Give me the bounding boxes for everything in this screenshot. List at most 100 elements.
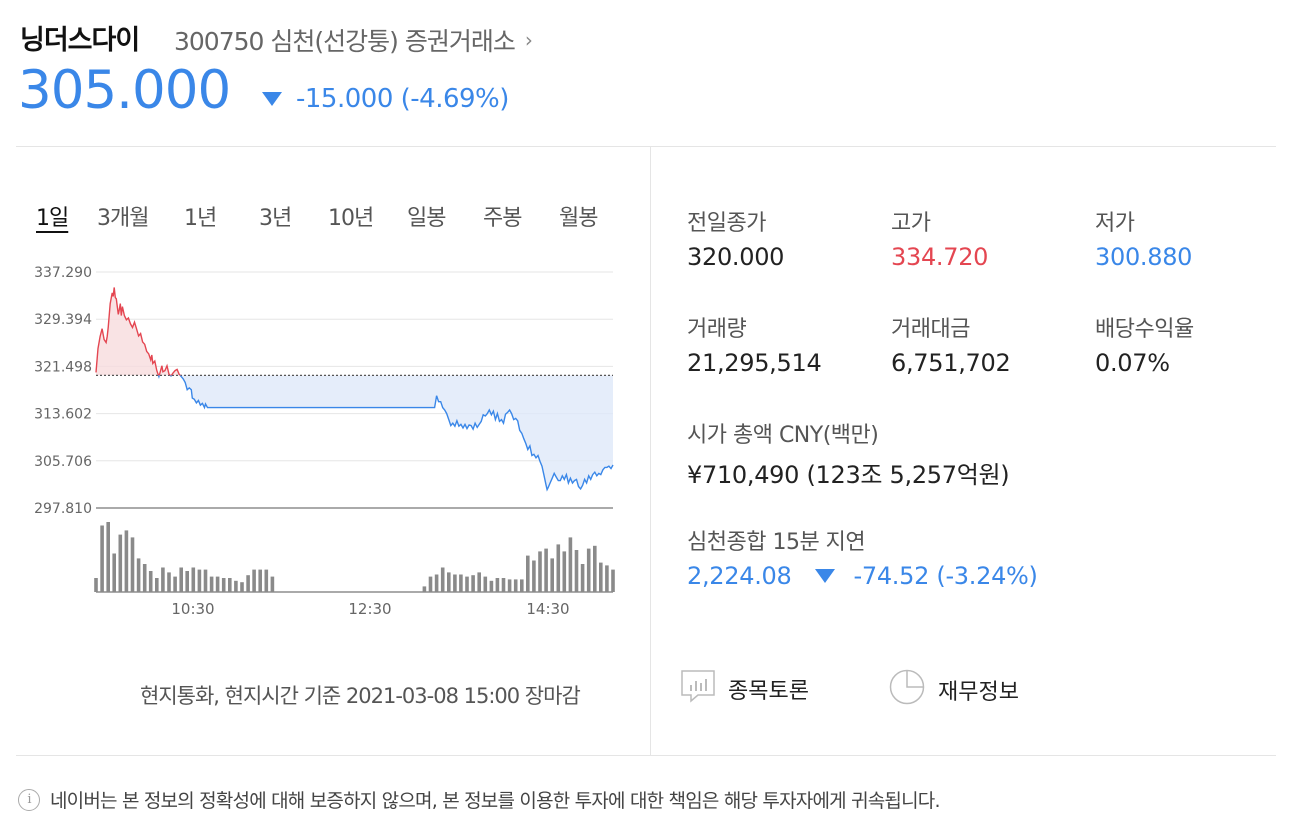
- price-change-value: -15.000 (-4.69%): [296, 84, 509, 114]
- volume-bar: [221, 578, 226, 592]
- index-label: 심천종합 15분 지연: [687, 530, 866, 555]
- y-axis-labels: 337.290 329.394 321.498 313.602 305.706 297.8…: [34, 265, 92, 517]
- volume-bar: [556, 544, 561, 592]
- financials-label: 재무정보: [938, 680, 1019, 705]
- chevron-right-icon: ›: [524, 28, 533, 52]
- stat-prev-close: 전일종가 320.000: [687, 205, 784, 271]
- up-price-line: [95, 287, 182, 376]
- volume-bar: [428, 576, 433, 592]
- volume-bar: [94, 578, 98, 592]
- tab-monthly-candle[interactable]: 월봉: [559, 206, 598, 231]
- volume-bar: [580, 564, 585, 592]
- y-tick-label: 297.810: [34, 501, 92, 517]
- volume-bar: [465, 576, 469, 592]
- volume-bar: [112, 553, 116, 592]
- volume-bar: [586, 548, 591, 592]
- volume-bar: [209, 576, 214, 592]
- stat-label: 전일종가: [687, 211, 766, 236]
- volume-bar: [550, 558, 554, 592]
- volume-bar: [447, 572, 451, 592]
- stat-trade-value: 거래대금 6,751,702: [891, 311, 1011, 377]
- volume-bar: [106, 522, 110, 592]
- panel-divider: [650, 147, 651, 755]
- tab-10-years[interactable]: 10년: [328, 206, 374, 231]
- footer-divider: [16, 755, 1276, 756]
- volume-bar: [538, 551, 542, 592]
- volume-bar: [453, 574, 457, 592]
- volume-bar: [459, 574, 463, 592]
- tab-3-years[interactable]: 3년: [259, 206, 292, 231]
- discussion-icon: [680, 668, 716, 710]
- volume-bar: [252, 569, 256, 592]
- volume-bar: [100, 525, 104, 592]
- volume-bar: [130, 537, 135, 592]
- volume-bar: [167, 572, 171, 592]
- stat-value: 21,295,514: [687, 349, 822, 377]
- volume-bar: [599, 562, 603, 592]
- price-change: -15.000 (-4.69%): [262, 84, 509, 114]
- x-axis-labels: 10:30 12:30 14:30: [171, 600, 569, 618]
- volume-bar: [605, 565, 609, 592]
- stock-exchange-link[interactable]: 300750 심천(선강퉁) 증권거래소 ›: [174, 22, 533, 58]
- volume-bar: [246, 575, 250, 592]
- discussion-button[interactable]: 종목토론: [680, 668, 809, 710]
- volume-bar: [215, 576, 220, 592]
- volume-bar: [489, 580, 494, 592]
- volume-bar: [234, 580, 238, 592]
- down-triangle-icon: [815, 569, 836, 583]
- tab-daily-candle[interactable]: 일봉: [407, 206, 446, 231]
- stat-low: 저가 300.880: [1095, 205, 1192, 271]
- volume-bar: [471, 575, 475, 592]
- x-tick-label: 12:30: [348, 600, 391, 618]
- tab-3-months[interactable]: 3개월: [97, 206, 149, 231]
- intraday-chart[interactable]: 337.290 329.394 321.498 313.602 305.706 297.8…: [0, 255, 640, 625]
- volume-bar: [495, 578, 500, 592]
- header-divider: [16, 146, 1276, 147]
- volume-bar: [544, 548, 548, 592]
- pie-chart-icon: [888, 668, 926, 712]
- stat-volume: 거래량 21,295,514: [687, 311, 822, 377]
- volume-bar: [136, 558, 141, 592]
- volume-bar: [173, 576, 177, 592]
- volume-bar: [483, 576, 488, 592]
- y-tick-label: 313.602: [34, 407, 92, 423]
- stat-value: 6,751,702: [891, 349, 1011, 377]
- volume-bar: [574, 550, 579, 592]
- volume-bar: [124, 530, 129, 592]
- tab-1-day[interactable]: 1일: [36, 206, 69, 231]
- volume-bar: [142, 564, 147, 592]
- volume-bar: [264, 569, 269, 592]
- stat-value: 334.720: [891, 243, 989, 271]
- volume-bar: [593, 545, 597, 592]
- stat-label: 배당수익율: [1095, 317, 1194, 342]
- index-values: 2,224.08 -74.52 (-3.24%): [687, 562, 1038, 590]
- stat-value: 300.880: [1095, 243, 1193, 271]
- volume-bar: [562, 551, 567, 592]
- volume-bars: [94, 522, 615, 592]
- stat-high: 고가 334.720: [891, 205, 988, 271]
- volume-bar: [228, 578, 232, 592]
- volume-bar: [568, 537, 573, 592]
- volume-bar: [161, 567, 165, 592]
- volume-bar: [240, 582, 244, 592]
- financials-button[interactable]: 재무정보: [888, 668, 1019, 712]
- volume-bar: [179, 567, 183, 592]
- info-icon: i: [18, 788, 40, 811]
- volume-bar: [520, 579, 524, 592]
- volume-bar: [526, 555, 530, 592]
- stat-label: 저가: [1095, 211, 1135, 236]
- y-tick-label: 337.290: [34, 265, 92, 281]
- volume-bar: [440, 567, 445, 592]
- market-cap: 시가 총액 CNY(백만) ¥710,490 (123조 5,257억원): [687, 417, 1010, 490]
- x-tick-label: 10:30: [171, 600, 214, 618]
- tab-weekly-candle[interactable]: 주봉: [483, 206, 522, 231]
- tab-1-year[interactable]: 1년: [184, 206, 217, 231]
- volume-bar: [422, 586, 427, 592]
- index-info: 심천종합 15분 지연 2,224.08 -74.52 (-3.24%): [687, 524, 1038, 590]
- volume-bar: [197, 569, 202, 592]
- volume-bar: [270, 576, 275, 592]
- market-cap-value: ¥710,490 (123조 5,257억원): [687, 461, 1010, 489]
- down-triangle-icon: [262, 92, 282, 106]
- volume-bar: [477, 572, 481, 592]
- volume-bar: [185, 571, 189, 592]
